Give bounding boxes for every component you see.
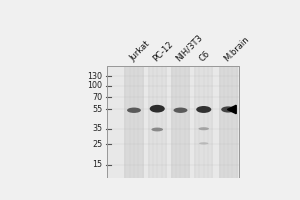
Text: 130: 130 [88,72,103,81]
Ellipse shape [173,108,188,113]
Bar [107,66,239,178]
Text: 100: 100 [88,81,103,90]
Text: M.brain: M.brain [222,35,250,63]
Bar [194,66,213,178]
Text: PC-12: PC-12 [151,40,175,63]
Bar [124,66,143,178]
Text: 25: 25 [92,140,103,149]
Bar [148,66,167,178]
Ellipse shape [199,127,209,130]
Bar [171,66,190,178]
Ellipse shape [196,106,211,113]
Ellipse shape [127,108,141,113]
Ellipse shape [199,142,208,145]
Text: 35: 35 [92,124,103,133]
Text: Jurkat: Jurkat [128,40,151,63]
Bar [219,66,238,178]
Ellipse shape [152,128,163,131]
Text: 55: 55 [92,105,103,114]
Ellipse shape [221,106,235,113]
Text: 15: 15 [92,160,103,169]
Text: C6: C6 [197,49,212,63]
Bar [107,66,239,178]
Ellipse shape [150,105,165,113]
Text: 70: 70 [92,93,103,102]
Polygon shape [227,105,236,114]
Text: NIH/3T3: NIH/3T3 [174,33,204,63]
